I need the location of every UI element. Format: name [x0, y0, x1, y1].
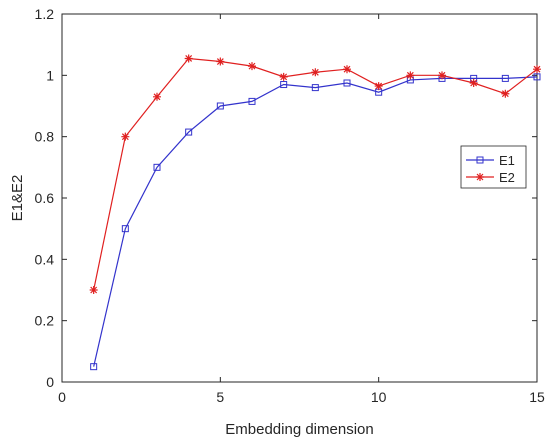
- data-point-e1: [90, 363, 98, 371]
- x-tick-label: 10: [371, 389, 387, 405]
- x-tick-label: 15: [529, 389, 545, 405]
- data-point-e1: [121, 225, 129, 233]
- data-point-e2: [121, 132, 130, 141]
- data-point-e2: [216, 57, 225, 66]
- data-point-e2: [279, 72, 288, 81]
- x-tick-label: 5: [216, 389, 224, 405]
- data-point-e2: [311, 68, 320, 77]
- data-point-e2: [501, 89, 510, 98]
- series-e1: [90, 73, 541, 371]
- data-point-e1: [501, 74, 509, 82]
- data-point-e1: [533, 73, 541, 81]
- y-tick-label: 1.2: [35, 6, 55, 22]
- legend-label-e1: E1: [499, 153, 515, 168]
- data-point-e2: [438, 71, 446, 80]
- y-tick-label: 0: [46, 374, 54, 390]
- data-point-e2: [153, 92, 161, 101]
- data-point-e1: [311, 84, 319, 92]
- data-point-e1: [343, 79, 351, 87]
- plot-area: [61, 13, 538, 383]
- y-axis-title: E1&E2: [9, 175, 26, 222]
- data-point-e1: [153, 163, 161, 171]
- y-tick-label: 0.6: [35, 190, 55, 206]
- legend-marker-e2: [476, 173, 484, 181]
- series-layer: [89, 54, 541, 371]
- data-point-e2: [406, 71, 415, 80]
- y-tick-label: 0.4: [35, 251, 55, 267]
- y-tick-label: 1: [46, 67, 54, 83]
- data-point-e2: [184, 54, 193, 63]
- data-point-e1: [185, 128, 193, 136]
- legend-label-e2: E2: [499, 170, 515, 185]
- axis-ticks: 0 5 10 15 0 0.2 0.4 0.6 0.8 1 1.2: [35, 6, 545, 405]
- data-point-e1: [248, 97, 256, 105]
- data-point-e2: [469, 79, 478, 87]
- x-tick-label: 0: [58, 389, 66, 405]
- data-point-e2: [248, 62, 256, 71]
- data-point-e2: [533, 65, 541, 74]
- data-point-e1: [216, 102, 224, 110]
- y-tick-label: 0.8: [35, 129, 55, 145]
- legend-marker-e1: [476, 156, 484, 164]
- series-e2: [89, 54, 541, 294]
- legend-box: [460, 145, 527, 189]
- data-point-e1: [280, 81, 288, 89]
- data-point-e2: [374, 82, 383, 91]
- data-point-e2: [89, 286, 98, 294]
- data-point-e2: [343, 65, 351, 74]
- series-line-e1: [93, 76, 538, 367]
- x-axis-title: Embedding dimension: [225, 421, 373, 438]
- y-tick-label: 0.2: [35, 313, 55, 329]
